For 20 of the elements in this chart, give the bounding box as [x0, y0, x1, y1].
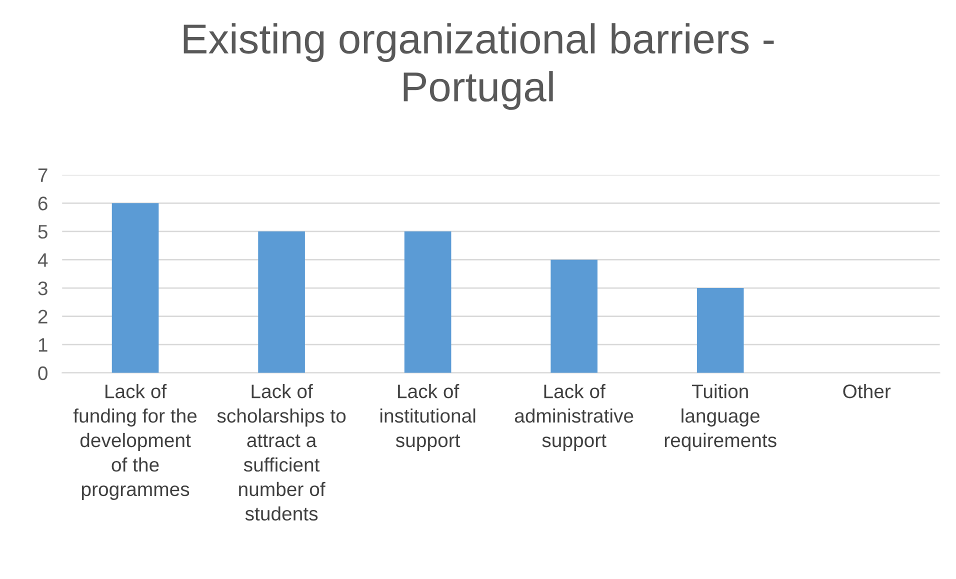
bar: [258, 231, 305, 373]
y-tick-label: 4: [38, 253, 48, 267]
y-tick-label: 6: [38, 196, 48, 210]
x-tick-label: Lack of institutional support: [380, 384, 476, 452]
x-tick-label: Lack of funding for the development of the programmes: [73, 384, 197, 500]
x-tick-label: Lack of administrative support: [514, 384, 634, 452]
bar: [404, 231, 452, 373]
bar: [696, 288, 744, 373]
y-tick-label: 1: [38, 338, 48, 352]
bar: [550, 260, 598, 373]
chart-title: Existing organizational barriers - Portugal: [184, 23, 774, 110]
y-tick-label: 3: [38, 281, 48, 296]
bar: [112, 203, 159, 373]
y-tick-label: 7: [38, 168, 48, 182]
x-tick-label: Lack of scholarships to attract a sufficient number of students: [217, 384, 346, 521]
y-tick-label: 0: [38, 366, 48, 380]
y-tick-label: 2: [38, 310, 48, 324]
y-tick-label: 5: [38, 225, 48, 239]
x-tick-label: Other: [843, 384, 891, 398]
x-tick-label: Tuition language requirements: [664, 384, 776, 452]
